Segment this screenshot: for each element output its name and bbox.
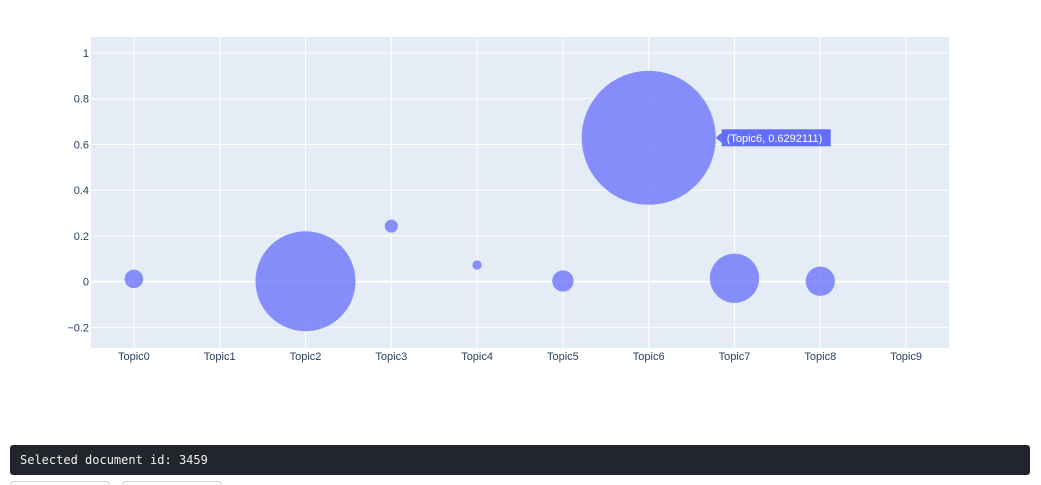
hover-label-text: (Topic6, 0.6292111)	[727, 133, 823, 145]
scatter-point-topic7[interactable]	[709, 253, 760, 303]
x-tick-label: Topic2	[290, 351, 322, 363]
scatter-point-topic6[interactable]	[581, 70, 716, 205]
y-tick-label: 0.8	[74, 94, 89, 106]
hover-arrow	[715, 132, 722, 143]
plot-background	[91, 37, 949, 348]
scatter-point-topic3[interactable]	[384, 219, 398, 233]
hover-label-box	[721, 129, 831, 147]
x-tick-label: Topic1	[204, 351, 236, 363]
topic-scatter-chart[interactable]: −0.2 0 0.2 0.4 0.6 0.8 1 Topic0 Topic1 Topic2 Topi…	[0, 0, 1041, 400]
action-button-2[interactable]	[122, 481, 222, 485]
x-tick-label: Topic6	[633, 351, 665, 363]
x-tick-label: Topic9	[890, 351, 922, 363]
y-tick-label: 0	[83, 277, 89, 289]
status-bar: Selected document id: 3459	[10, 445, 1030, 475]
x-tick-label: Topic5	[547, 351, 579, 363]
scatter-point-topic0[interactable]	[124, 269, 144, 289]
y-tick-label: 0.2	[74, 231, 89, 243]
x-tick-label: Topic7	[719, 351, 751, 363]
y-tick-label: 0.4	[74, 185, 89, 197]
x-tick-label: Topic8	[804, 351, 836, 363]
x-tick-label: Topic0	[118, 351, 150, 363]
x-tick-label: Topic3	[375, 351, 407, 363]
chart-svg[interactable]: −0.2 0 0.2 0.4 0.6 0.8 1 Topic0 Topic1 Topic2 Topi…	[0, 0, 1041, 400]
y-tick-label: 1	[83, 48, 89, 60]
selected-document-text: Selected document id: 3459	[20, 453, 208, 467]
x-tick-label: Topic4	[461, 351, 493, 363]
scatter-point-topic8[interactable]	[805, 266, 835, 296]
y-tick-label: 0.6	[74, 139, 89, 151]
y-tick-label: −0.2	[67, 322, 89, 334]
scatter-point-topic4[interactable]	[472, 260, 482, 270]
scatter-point-topic5[interactable]	[552, 270, 574, 292]
action-button-1[interactable]	[10, 481, 110, 485]
scatter-point-topic2[interactable]	[255, 231, 356, 332]
